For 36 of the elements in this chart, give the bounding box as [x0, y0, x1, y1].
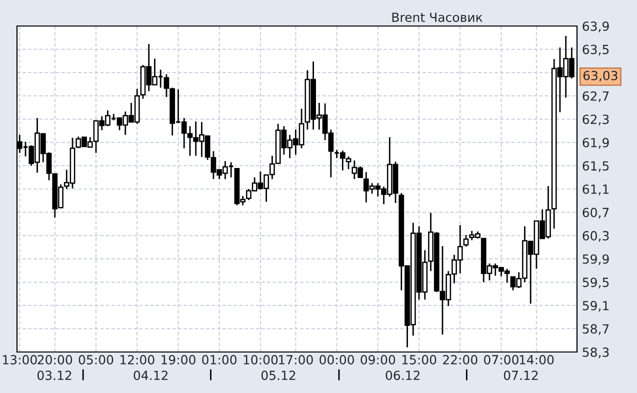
y-tick-label: 59,5 — [582, 278, 609, 288]
y-tick-label: 58,3 — [582, 347, 609, 358]
candlestick — [463, 234, 469, 248]
y-tick-label: 59,1 — [582, 300, 609, 312]
x-tick-label: 05:00 — [78, 355, 114, 364]
y-tick-label: 61,1 — [582, 184, 609, 196]
x-tick-label: 13:00 — [3, 355, 37, 364]
x-tick-label: 17:00 — [279, 355, 313, 364]
y-tick-label: 59,9 — [582, 254, 609, 266]
text: 63,03 — [583, 70, 618, 82]
y-tick-label: 63,9 — [582, 21, 609, 32]
y-tick-label: 58,7 — [582, 324, 609, 335]
text: 05.12 — [261, 370, 296, 380]
y-tick-label: 60,3 — [582, 231, 609, 242]
text: 03.12 — [37, 370, 72, 380]
x-tick-label: 00:00 — [320, 355, 354, 364]
text: 07.12 — [504, 370, 538, 380]
x-tick-label: 20:00 — [38, 355, 72, 364]
x-tick-label: 15:00 — [402, 355, 436, 364]
x-tick-label: 07:00 — [484, 355, 518, 364]
x-tick-label: 14:00 — [520, 355, 554, 364]
y-tick-label: 63,5 — [582, 44, 609, 56]
y-tick-label: 62,3 — [582, 114, 609, 126]
x-tick-label: 12:00 — [120, 355, 154, 364]
x-tick-label: 09:00 — [360, 355, 396, 364]
chart-title: Brent Часовик — [392, 12, 482, 22]
x-tick-label: 10:00 — [244, 355, 278, 364]
x-tick-label: 01:00 — [202, 355, 237, 364]
x-tick-label: 19:00 — [162, 355, 196, 364]
x-tick-label: 22:00 — [443, 355, 478, 364]
y-tick-label: 62,7 — [582, 91, 609, 102]
y-tick-label: 60,7 — [582, 208, 609, 218]
text: 06.12 — [386, 370, 420, 380]
text: 04.12 — [134, 370, 168, 380]
y-tick-label: 61,5 — [582, 161, 609, 172]
y-tick-label: 61,9 — [582, 138, 609, 149]
